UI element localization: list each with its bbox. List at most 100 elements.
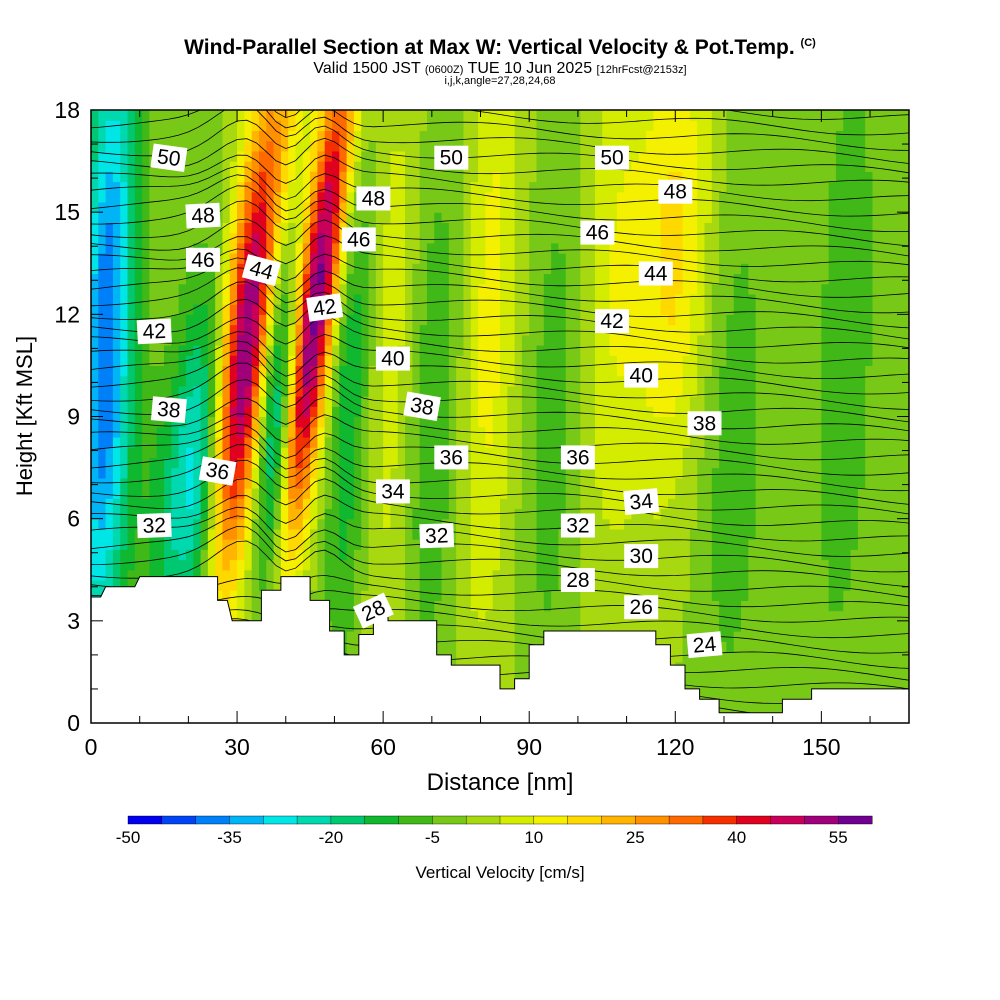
velocity-cell <box>134 253 143 264</box>
velocity-cell <box>91 242 99 254</box>
velocity-cell <box>215 539 224 550</box>
velocity-cell <box>434 181 443 193</box>
velocity-cell <box>91 191 99 203</box>
velocity-cell <box>222 488 231 499</box>
velocity-cell <box>185 355 194 367</box>
velocity-cell <box>105 293 114 305</box>
velocity-cell <box>156 488 165 499</box>
velocity-cell <box>346 355 355 367</box>
velocity-cell <box>500 242 508 254</box>
velocity-cell <box>419 212 428 223</box>
velocity-cell <box>127 171 136 183</box>
velocity-cell <box>682 498 691 510</box>
velocity-cell <box>521 140 530 152</box>
velocity-cell <box>434 344 443 356</box>
velocity-cell <box>463 304 472 315</box>
velocity-cell <box>682 508 691 520</box>
velocity-cell <box>441 324 450 336</box>
velocity-cell <box>441 253 450 264</box>
velocity-cell <box>419 559 428 571</box>
velocity-cell <box>514 355 523 367</box>
velocity-cell <box>302 396 311 407</box>
velocity-cell <box>675 140 684 152</box>
velocity-cell <box>361 355 370 367</box>
velocity-cell <box>273 222 282 234</box>
velocity-cell <box>478 181 486 193</box>
velocity-cell <box>478 539 486 550</box>
velocity-cell <box>295 273 304 285</box>
velocity-cell <box>361 436 370 448</box>
velocity-cell <box>237 283 245 295</box>
velocity-cell <box>412 436 421 448</box>
velocity-cell <box>616 334 625 346</box>
velocity-cell <box>339 539 348 550</box>
velocity-cell <box>222 150 231 162</box>
velocity-cell <box>222 344 231 356</box>
velocity-cell <box>251 600 260 612</box>
velocity-cell <box>317 467 326 479</box>
velocity-cell <box>492 518 501 530</box>
velocity-cell <box>244 242 253 254</box>
velocity-cell <box>507 130 516 142</box>
velocity-cell <box>441 273 450 285</box>
velocity-cell <box>149 549 158 561</box>
velocity-cell <box>638 293 647 305</box>
velocity-cell <box>105 375 114 387</box>
velocity-cell <box>280 150 289 162</box>
velocity-cell <box>529 324 538 336</box>
velocity-cell <box>266 344 275 356</box>
velocity-cell <box>667 579 676 591</box>
velocity-cell <box>120 498 129 510</box>
velocity-cell <box>222 212 231 223</box>
velocity-cell <box>339 110 348 121</box>
velocity-cell <box>529 457 538 469</box>
velocity-cell <box>580 396 589 407</box>
velocity-cell <box>631 293 640 305</box>
velocity-cell <box>142 467 151 479</box>
velocity-cell <box>185 283 194 295</box>
velocity-cell <box>361 447 370 458</box>
velocity-cell <box>594 355 603 367</box>
velocity-cell <box>266 488 275 499</box>
velocity-cell <box>390 242 399 254</box>
velocity-cell <box>207 222 216 234</box>
velocity-cell <box>244 110 253 121</box>
velocity-cell <box>273 191 282 203</box>
velocity-cell <box>375 416 384 428</box>
velocity-cell <box>463 222 472 234</box>
velocity-cell <box>689 232 698 244</box>
velocity-cell <box>134 130 143 142</box>
velocity-cell <box>616 436 625 448</box>
velocity-cell <box>200 488 209 499</box>
velocity-cell <box>492 620 501 632</box>
velocity-cell <box>689 242 698 254</box>
velocity-cell <box>675 436 684 448</box>
velocity-cell <box>244 396 253 407</box>
velocity-cell <box>164 201 172 213</box>
velocity-cell <box>667 130 676 142</box>
velocity-cell <box>105 140 114 152</box>
velocity-cell <box>675 222 684 234</box>
velocity-cell <box>251 457 260 469</box>
velocity-cell <box>156 212 165 223</box>
velocity-cell <box>507 682 516 693</box>
velocity-cell <box>492 232 501 244</box>
velocity-cell <box>514 161 523 172</box>
velocity-cell <box>317 498 326 510</box>
velocity-cell <box>383 293 392 305</box>
velocity-cell <box>478 273 486 285</box>
velocity-cell <box>609 620 618 632</box>
velocity-cell <box>251 590 260 601</box>
velocity-cell <box>543 242 552 254</box>
velocity-cell <box>682 651 691 663</box>
velocity-cell <box>368 375 377 387</box>
velocity-cell <box>653 171 662 183</box>
velocity-cell <box>222 314 231 326</box>
velocity-cell <box>142 365 151 377</box>
velocity-cell <box>120 161 129 172</box>
velocity-cell <box>441 559 450 571</box>
velocity-cell <box>266 528 275 540</box>
velocity-cell <box>573 620 581 632</box>
velocity-cell <box>310 120 319 132</box>
velocity-cell <box>317 559 326 571</box>
